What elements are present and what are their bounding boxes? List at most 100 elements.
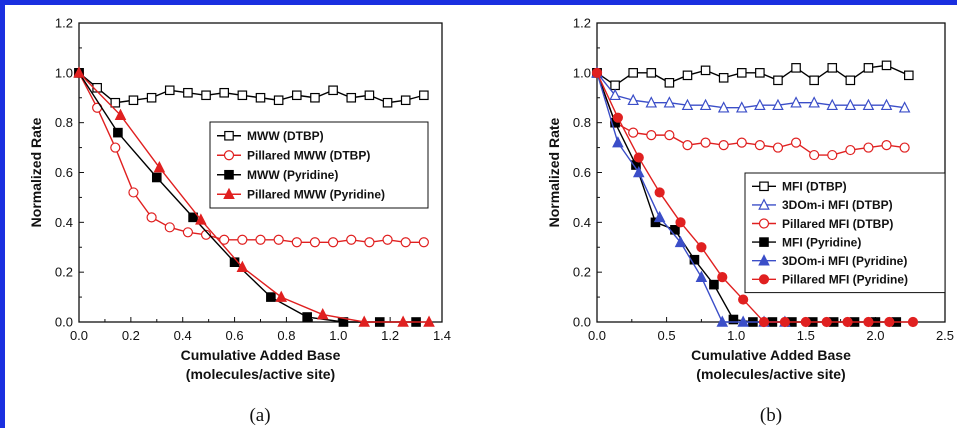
panel-a-data-point	[309, 237, 321, 248]
panel-b-y-tick-label: 1.2	[573, 16, 591, 31]
panel-b-data-point	[899, 142, 910, 153]
panel-a-x-tick-label: 0.8	[277, 328, 295, 343]
panel-b-panel-label: (b)	[760, 405, 782, 426]
panel-a-panel-label: (a)	[249, 405, 270, 426]
panel-b-legend-label: 3DOm-i MFI (DTBP)	[782, 198, 893, 212]
panel-a-y-tick-label: 0.2	[55, 265, 73, 280]
panel-b-x-tick-label: 1.0	[727, 328, 745, 343]
panel-b-x-axis-label-units: (molecules/active site)	[696, 366, 845, 382]
panel-b-data-point	[632, 165, 645, 178]
panel-a-data-point	[146, 92, 157, 103]
panel-b-data-point	[881, 60, 892, 71]
panel-a-data-point	[310, 92, 320, 103]
panel-b-data-point	[862, 98, 875, 111]
panel-a-data-point	[364, 90, 375, 101]
panel-a-data-point	[418, 237, 429, 248]
panel-b-data-point	[844, 98, 857, 111]
panel-b-series-1	[592, 60, 914, 91]
panel-b-data-point	[675, 217, 686, 228]
panel-a-data-point	[146, 212, 157, 223]
panel-a-x-tick-label: 0.2	[122, 328, 140, 343]
panel-b-data-point	[645, 96, 658, 108]
panel-b-y-tick-label: 0.2	[573, 265, 591, 280]
panel-b-x-tick-label: 2.5	[936, 328, 954, 343]
panel-b-y-axis-label: Normalized Rate	[546, 117, 562, 227]
panel-b-data-point	[699, 98, 712, 111]
panel-b-chart: 0.0 0.5 1.0 1.5 2.0 2.5 0.0 0.2 0.4 0.6 0.8 1.0 1.2 C…	[546, 16, 954, 427]
panel-a-y-tick-label: 1.0	[55, 65, 73, 80]
panel-b-data-point	[717, 101, 730, 113]
top-border-bar	[0, 0, 957, 5]
panel-b-data-point	[863, 63, 874, 73]
panel-a-data-point	[200, 229, 212, 240]
panel-a-x-tick-label: 0.6	[226, 328, 244, 343]
panel-a-data-point	[110, 142, 121, 153]
panel-b-legend-label: Pillared MFI (DTBP)	[782, 217, 893, 231]
panel-a-chart: 0.0 0.2 0.4 0.6 0.8 1.0 1.2 1.4 0.0 0.2 0.4 0.6 0.8 1…	[28, 16, 451, 427]
panel-a-legend-label: Pillared MWW (DTBP)	[247, 149, 370, 163]
panel-b-legend-marker	[759, 237, 769, 247]
panel-a-data-point	[423, 315, 435, 327]
panel-b-data-point	[779, 316, 791, 328]
panel-b-data-point	[716, 315, 729, 327]
panel-b-data-point	[772, 98, 784, 111]
panel-a-data-point	[382, 234, 393, 245]
panel-b-data-point	[863, 142, 874, 153]
panel-b-data-point	[898, 101, 911, 113]
panel-a-series-1	[74, 68, 429, 108]
panel-a-data-point	[328, 237, 339, 248]
panel-b-x-tick-label: 0.5	[658, 328, 676, 343]
panel-b-series-6	[591, 67, 919, 328]
panel-a-data-point	[397, 315, 409, 327]
panel-a-data-point	[237, 90, 248, 101]
panel-a-data-point	[183, 87, 193, 98]
panel-b-data-point	[700, 65, 711, 76]
panel-b-legend-marker	[759, 181, 769, 192]
panel-b-data-point	[610, 80, 620, 91]
panel-b-data-point	[612, 136, 624, 148]
panel-b-data-point	[881, 139, 892, 151]
panel-a-data-point	[201, 90, 211, 101]
panel-a-legend-label: Pillared MWW (Pyridine)	[247, 188, 385, 202]
panel-a-data-point	[273, 234, 284, 245]
panel-a-data-point	[219, 234, 230, 245]
panel-b-data-point	[790, 137, 802, 148]
panel-a-y-tick-label: 0.4	[55, 215, 73, 230]
panel-b-data-point	[736, 68, 747, 78]
panel-a-legend-label: MWW (Pyridine)	[247, 168, 338, 182]
panel-b-series-line	[596, 72, 905, 156]
panel-a-y-tick-label: 1.2	[55, 16, 73, 31]
panel-a-data-point	[328, 85, 338, 96]
panel-b-data-point	[904, 70, 914, 81]
panel-a-data-point	[151, 172, 162, 183]
panel-b-data-point	[682, 139, 693, 151]
panel-b-data-point	[755, 68, 765, 78]
panel-b-legend: MFI (DTBP) 3DOm-i MFI (DTBP) Pillared MFI …	[744, 172, 946, 294]
panel-b-legend-label: Pillared MFI (Pyridine)	[782, 273, 908, 287]
panel-b-data-point	[682, 70, 693, 81]
panel-a-data-point	[346, 234, 357, 245]
panel-b-data-point	[845, 75, 856, 86]
panel-a-legend-label: MWW (DTBP)	[247, 129, 324, 143]
panel-b-series-line	[596, 72, 913, 323]
panel-b-series-line	[596, 72, 905, 109]
panel-b-y-tick-label: 0.4	[573, 215, 591, 230]
panel-b-data-point	[754, 139, 765, 151]
panel-b-data-point	[907, 316, 919, 328]
panel-a-data-point	[358, 315, 370, 327]
panel-b-data-point	[845, 144, 856, 156]
panel-b-data-point	[808, 96, 820, 108]
panel-a-x-axis-label: Cumulative Added Base	[181, 347, 341, 363]
panel-a-y-axis-label: Normalized Rate	[28, 117, 44, 227]
panel-b-data-point	[650, 217, 661, 228]
panel-a-series-line	[78, 72, 430, 323]
panel-b-x-tick-label: 2.0	[866, 328, 884, 343]
panel-a-data-point	[302, 312, 312, 322]
panel-a-data-point	[292, 90, 302, 101]
panel-a-data-point	[419, 90, 429, 101]
panel-b-data-point	[628, 68, 638, 78]
panel-a-data-point	[195, 213, 207, 225]
panel-a-data-point	[182, 227, 193, 238]
panel-b-data-point	[842, 316, 853, 328]
panel-b-data-point	[696, 242, 707, 253]
